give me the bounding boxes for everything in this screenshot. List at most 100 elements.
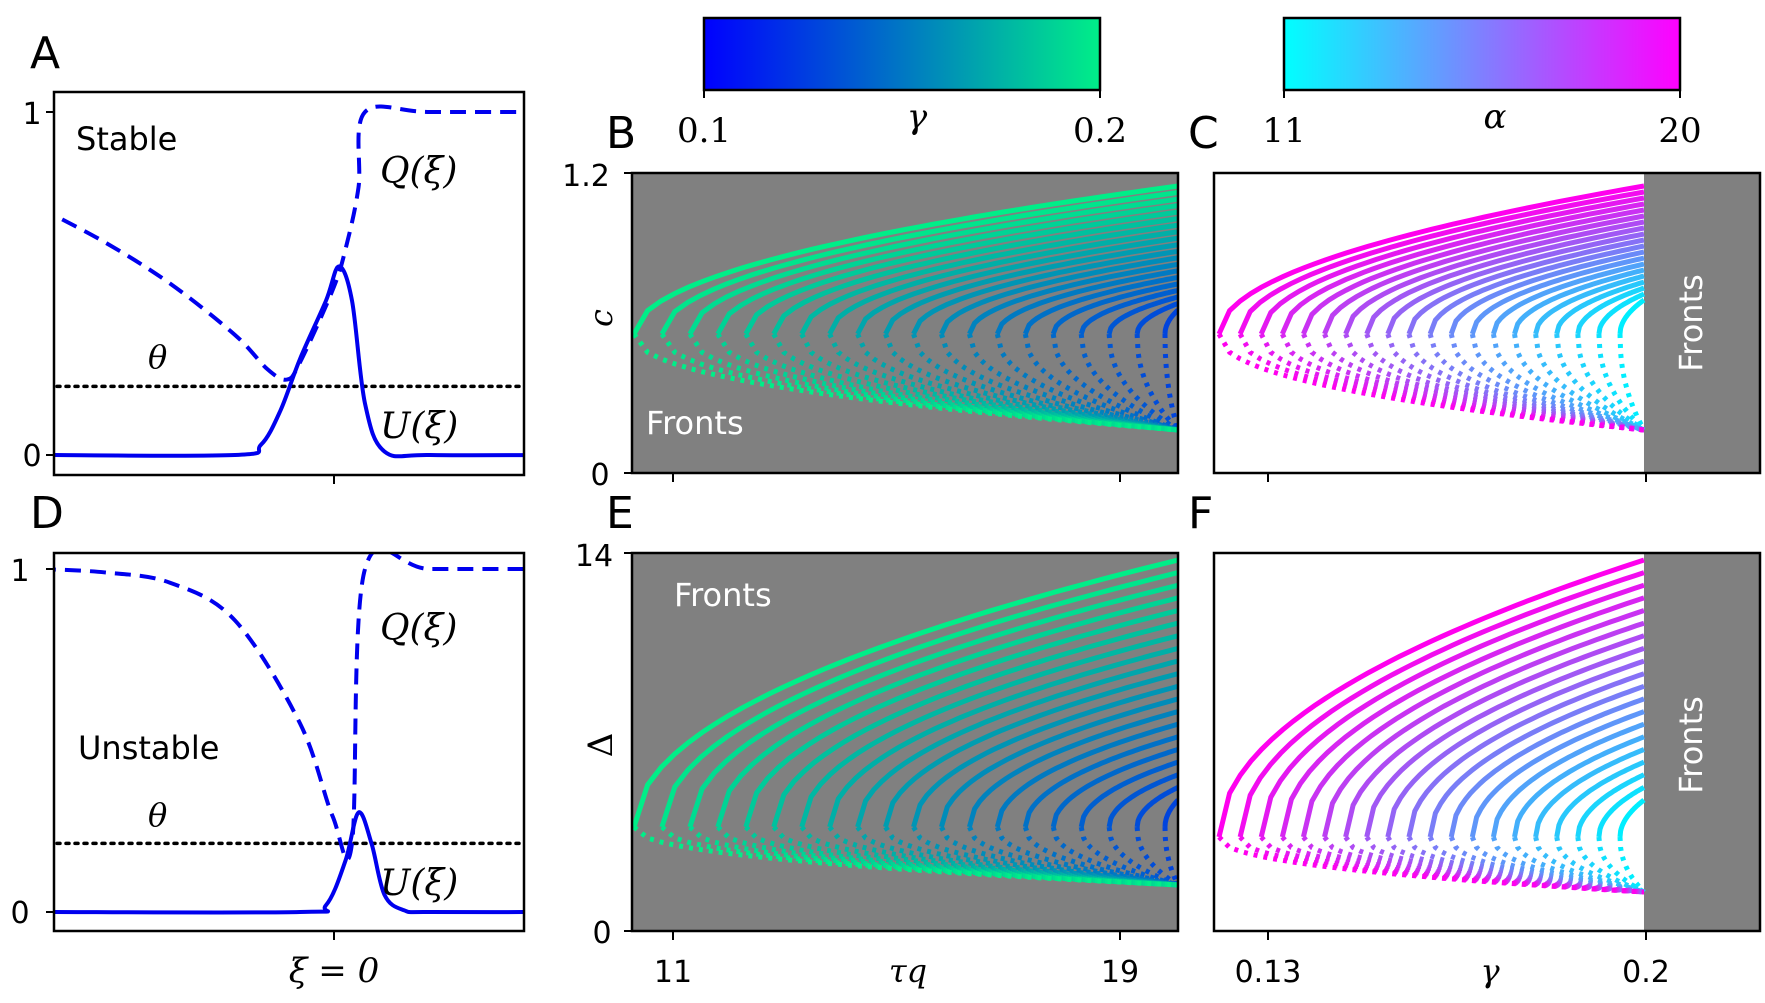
panel-a-ytick-1: 1 (22, 97, 41, 132)
upper-branch-curve (1106, 772, 1178, 828)
upper-branch-curve (1050, 747, 1178, 828)
upper-branch-curve (1078, 287, 1178, 335)
lower-branch-curve (1596, 333, 1646, 432)
upper-branch-curve (1469, 255, 1645, 335)
panel-d-ytick-0: 0 (10, 896, 29, 931)
upper-branch-curve (1258, 582, 1645, 838)
upper-branch-curve (827, 645, 1178, 828)
upper-branch-curve (1343, 633, 1645, 838)
lower-branch-curve (1427, 333, 1645, 433)
upper-branch-curve (1448, 249, 1645, 335)
upper-branch-curve (939, 255, 1178, 336)
upper-branch-curve (1617, 798, 1646, 838)
panel-b-ytick-bottom: 0 (590, 458, 609, 493)
lower-branch-curve (1162, 333, 1178, 431)
panel-letter-a: A (30, 28, 60, 79)
upper-branch-curve (1022, 734, 1178, 828)
panel-e: 14 0 Δ 11 19 τq Fronts (575, 539, 1180, 990)
upper-branch-curve (632, 183, 1178, 336)
panel-f-xtick-0.2: 0.2 (1622, 955, 1670, 990)
upper-branch-curve (743, 209, 1178, 336)
panel-a-u-label: U(ξ) (380, 406, 458, 447)
upper-branch-curve (1512, 267, 1645, 335)
upper-branch-curve (1134, 785, 1178, 828)
panel-d-u-label: U(ξ) (380, 863, 458, 904)
upper-branch-curve (1596, 291, 1646, 335)
upper-branch-curve (715, 203, 1178, 336)
panel-e-ylabel: Δ (581, 733, 621, 758)
colorbar-gamma: 0.1 γ 0.2 (677, 16, 1127, 151)
upper-branch-curve (1258, 195, 1645, 336)
upper-branch-curve (994, 721, 1178, 828)
upper-branch-curve (1575, 772, 1646, 838)
panel-e-xtick-11: 11 (654, 955, 692, 990)
upper-branch-curve (632, 557, 1178, 828)
upper-branch-curve (1322, 213, 1645, 335)
upper-branch-curve (1162, 308, 1178, 335)
panel-letter-f: F (1188, 488, 1213, 539)
upper-branch-curve (1554, 279, 1645, 335)
lower-branch-curve (1162, 826, 1178, 886)
upper-branch-curve (1596, 785, 1646, 838)
lower-branch-curve (632, 332, 1178, 433)
upper-branch-curve (1554, 759, 1645, 838)
panel-b-ylabel: c (582, 309, 620, 327)
upper-branch-curve (1343, 219, 1645, 335)
upper-branch-curve (799, 633, 1178, 828)
upper-branch-curve (1385, 231, 1645, 335)
lower-branch-curve (1512, 333, 1645, 433)
upper-branch-curve (1617, 297, 1646, 335)
upper-branch-curve (1134, 301, 1178, 335)
lower-branch-curve (994, 826, 1178, 888)
upper-branch-curve (1491, 261, 1645, 335)
panel-letter-c: C (1188, 108, 1219, 159)
upper-branch-curve (771, 620, 1178, 828)
upper-branch-curve (1427, 683, 1645, 838)
lower-branch-curve (1533, 836, 1645, 895)
panel-e-xlabel: τq (889, 952, 927, 990)
u-curve (54, 264, 524, 459)
panel-b: 1.2 0 c Fronts (562, 159, 1180, 493)
q-curve (54, 553, 524, 862)
upper-branch-curve (1427, 243, 1645, 335)
upper-branch-curve (799, 222, 1178, 336)
lower-branch-curve (994, 333, 1178, 433)
upper-branch-curve (1022, 274, 1178, 335)
panel-f-fronts-label: Fronts (1672, 696, 1710, 794)
upper-branch-curve (1469, 709, 1645, 838)
upper-branch-curve (659, 190, 1178, 336)
lower-branch-curve (1575, 333, 1646, 433)
lower-branch-curve (1469, 333, 1645, 433)
lower-branch-curve (1322, 835, 1645, 895)
lower-branch-curve (1617, 333, 1647, 432)
lower-branch-curve (660, 825, 1178, 888)
upper-branch-curve (715, 595, 1178, 828)
upper-branch-curve (966, 709, 1178, 828)
panel-f: 0.13 0.2 γ Fronts (1212, 551, 1762, 990)
panel-d-ytick-1: 1 (10, 554, 29, 589)
panel-a-ytick-0: 0 (22, 439, 41, 474)
upper-branch-curve (687, 582, 1178, 828)
lower-branch-curve (771, 332, 1178, 433)
upper-branch-curve (1280, 201, 1645, 336)
panel-c-fronts-label: Fronts (1672, 274, 1710, 372)
upper-branch-curve (1406, 237, 1645, 335)
lower-branch-curve (1617, 836, 1646, 894)
lower-branch-curve (1216, 332, 1645, 433)
upper-branch-curve (1237, 189, 1645, 336)
lower-branch-curve (855, 825, 1178, 888)
colorbar-alpha-min: 11 (1262, 111, 1305, 151)
colorbar-gamma-min: 0.1 (677, 111, 731, 151)
upper-branch-curve (1300, 608, 1645, 838)
upper-branch-curve (1364, 225, 1645, 335)
lower-branch-curve (1406, 333, 1645, 433)
panel-d-annotation: Unstable (78, 729, 219, 767)
upper-branch-curve (1301, 207, 1645, 335)
panel-d-xtick-0: ξ = 0 (289, 951, 379, 991)
upper-branch-curve (855, 235, 1178, 336)
upper-branch-curve (1512, 734, 1645, 838)
panel-d-q-label: Q(ξ) (380, 608, 457, 649)
lower-branch-curve (1259, 835, 1645, 895)
upper-branch-curve (1406, 671, 1645, 838)
